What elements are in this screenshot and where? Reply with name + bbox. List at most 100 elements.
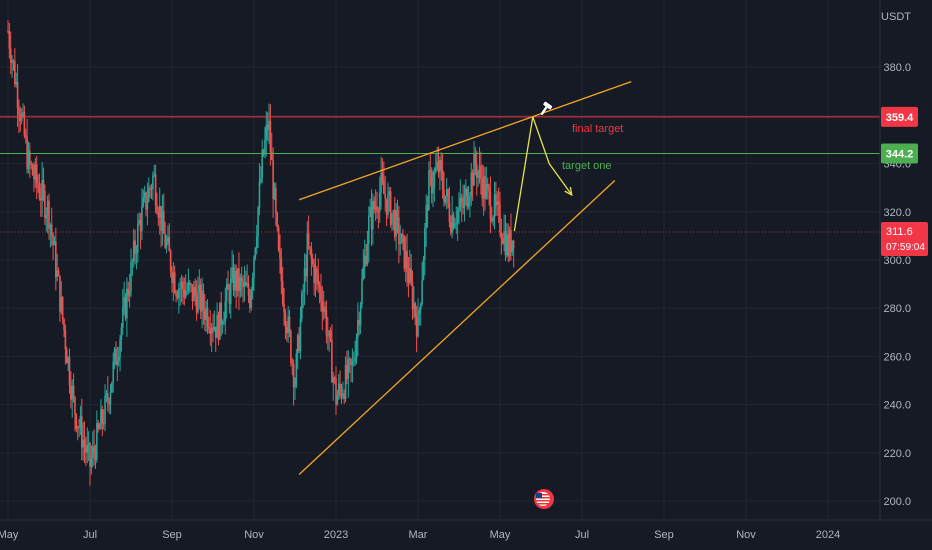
candle-body xyxy=(406,250,408,273)
candle-body xyxy=(465,188,467,196)
candle-body xyxy=(392,209,395,214)
currency-label: USDT xyxy=(881,11,911,23)
candle-body xyxy=(499,204,501,232)
hammer-icon[interactable] xyxy=(538,101,553,117)
candle-body xyxy=(421,280,423,304)
candle-body xyxy=(34,164,37,180)
candle-body xyxy=(286,326,288,334)
candle-body xyxy=(366,244,369,264)
candle-body xyxy=(302,291,304,293)
candle-body xyxy=(440,160,443,171)
candle-body xyxy=(305,268,307,277)
candle-body xyxy=(81,416,83,448)
candle-body xyxy=(471,172,474,186)
price-tag-359.4 xyxy=(881,106,918,127)
candle-body xyxy=(280,258,283,282)
candle-body xyxy=(327,335,329,337)
candle-body xyxy=(347,359,350,379)
candle-body xyxy=(324,306,326,310)
candle-body xyxy=(153,174,156,176)
candle-body xyxy=(186,290,188,292)
candle-body xyxy=(122,307,124,328)
drawings[interactable]: final target target one xyxy=(298,81,632,475)
candle-body xyxy=(35,164,38,184)
candle-body xyxy=(26,136,28,169)
x-tick-label: Nov xyxy=(244,529,264,541)
candle-body xyxy=(320,287,322,302)
candle-body xyxy=(344,364,347,399)
candle-body xyxy=(29,150,31,164)
x-tick-label: Mar xyxy=(409,529,428,541)
candle-body xyxy=(18,108,20,115)
candle-body xyxy=(250,290,253,309)
candle-body xyxy=(111,382,113,392)
candle-body xyxy=(117,357,120,361)
candle-body xyxy=(38,187,41,199)
candle-body xyxy=(225,284,228,302)
candle-body xyxy=(195,295,198,313)
flag-stripe xyxy=(536,497,550,499)
candle-body xyxy=(76,426,79,429)
candles xyxy=(7,20,515,486)
upper-wedge-line[interactable] xyxy=(298,81,632,201)
candle-body xyxy=(478,165,481,172)
candle-body xyxy=(143,192,146,198)
candle-body xyxy=(68,357,71,386)
candle-body xyxy=(355,337,358,358)
candle-body xyxy=(229,278,232,304)
candle-body xyxy=(206,307,209,327)
candle-body xyxy=(188,281,191,285)
candle-body xyxy=(336,395,339,405)
candle-body xyxy=(417,313,419,337)
candle-body xyxy=(242,280,244,288)
candle-body xyxy=(454,223,456,228)
candle-body xyxy=(429,170,432,172)
lower-wedge-line[interactable] xyxy=(298,179,616,475)
candle-body xyxy=(340,388,343,397)
candle-body xyxy=(450,222,452,233)
candle-body xyxy=(389,191,392,225)
event-markers[interactable] xyxy=(534,489,554,509)
candle-body xyxy=(27,150,30,169)
candle-body xyxy=(40,198,42,201)
candle-body xyxy=(489,191,492,220)
current-price-value: 311.6 xyxy=(886,226,913,238)
candle-body xyxy=(331,339,333,383)
annotation-target-one: target one xyxy=(562,160,612,172)
candle-body xyxy=(123,297,125,308)
candle-body xyxy=(199,284,202,312)
projection-path[interactable] xyxy=(513,116,573,232)
candle-body xyxy=(404,250,407,269)
candle-body xyxy=(22,111,24,114)
y-tick-label: 300.0 xyxy=(883,255,911,267)
candle-body xyxy=(504,230,507,256)
candle-body xyxy=(399,243,402,245)
candle-body xyxy=(33,174,35,180)
candle-body xyxy=(351,362,354,365)
candle-body xyxy=(191,284,194,302)
candle-body xyxy=(316,268,318,274)
candle-body xyxy=(53,241,56,245)
candle-body xyxy=(171,271,173,283)
candle-body xyxy=(245,282,247,286)
candle-body xyxy=(395,210,397,237)
candle-body xyxy=(287,316,289,334)
candle-body xyxy=(294,385,296,388)
candle-body xyxy=(374,206,377,210)
candle-body xyxy=(470,172,473,197)
candle-body xyxy=(119,339,121,358)
flag-stripe xyxy=(536,503,550,505)
candle-body xyxy=(126,288,128,319)
candle-body xyxy=(306,233,309,277)
candle-body xyxy=(120,327,123,340)
us-flag-event-icon[interactable] xyxy=(534,489,554,509)
candle-body xyxy=(337,383,340,396)
candle-body xyxy=(313,264,315,284)
candle-body xyxy=(219,302,221,340)
candle-body xyxy=(419,303,422,311)
candle-body xyxy=(172,272,175,283)
x-tick-label: Jul xyxy=(575,529,589,541)
candle-body xyxy=(381,173,384,181)
